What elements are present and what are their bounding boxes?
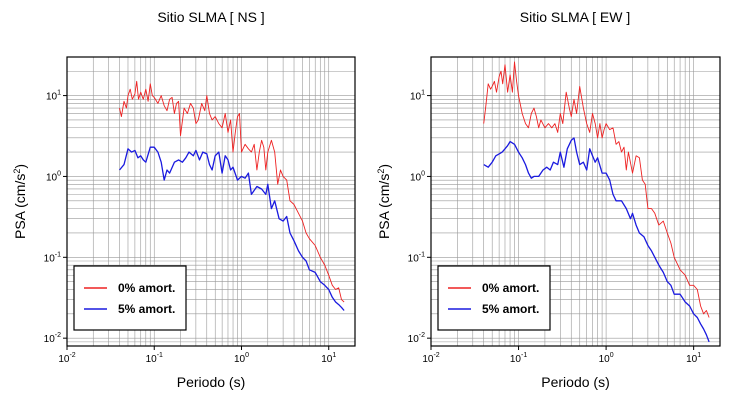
series-line-undamped [119, 80, 345, 303]
x-tick-label: 10-2 [422, 352, 439, 365]
plot-frame [430, 56, 721, 347]
legend-box [437, 265, 551, 331]
legend-label: 5% amort. [482, 302, 539, 316]
chart-panel-1: Sitio SLMA [ NS ] 10-2 10-1 100 101 10-2 10-1 1… [12, 9, 356, 390]
y-tick-label: 101 [46, 90, 61, 103]
x-tick-label: 101 [321, 352, 336, 365]
plot-frame [66, 56, 356, 347]
y-axis-label: PSA (cm/s2) [12, 164, 28, 239]
legend: 0% amort. 5% amort. [437, 265, 551, 331]
chart-panel-2: Sitio SLMA [ EW ] 10-2 10-1 100 101 10-2 10-1 1… [376, 9, 721, 390]
y-tick-label: 10-2 [408, 332, 425, 345]
x-tick-label: 10-1 [146, 352, 163, 365]
chart-title: Sitio SLMA [ EW ] [520, 9, 630, 25]
series-line-damped [483, 137, 710, 343]
y-tick-label: 10-1 [408, 251, 425, 264]
y-tick-label: 10-1 [44, 251, 61, 264]
series-line-undamped [483, 61, 710, 318]
legend: 0% amort. 5% amort. [73, 265, 187, 331]
chart-title: Sitio SLMA [ NS ] [157, 9, 264, 25]
y-axis-label: PSA (cm/s2) [376, 164, 392, 239]
x-tick-label: 10-1 [510, 352, 527, 365]
x-tick-label: 101 [686, 352, 701, 365]
legend-label: 0% amort. [118, 281, 175, 295]
legend-box [73, 265, 187, 331]
y-tick-label: 100 [410, 170, 425, 183]
legend-label: 0% amort. [482, 281, 539, 295]
y-tick-label: 10-2 [44, 332, 61, 345]
x-axis-label: Periodo (s) [541, 374, 609, 390]
y-tick-label: 101 [410, 90, 425, 103]
legend-label: 5% amort. [118, 302, 175, 316]
x-axis-label: Periodo (s) [177, 374, 245, 390]
series-line-damped [119, 146, 345, 311]
x-tick-label: 100 [599, 352, 614, 365]
y-tick-label: 100 [46, 170, 61, 183]
x-tick-label: 100 [234, 352, 249, 365]
x-tick-label: 10-2 [58, 352, 75, 365]
